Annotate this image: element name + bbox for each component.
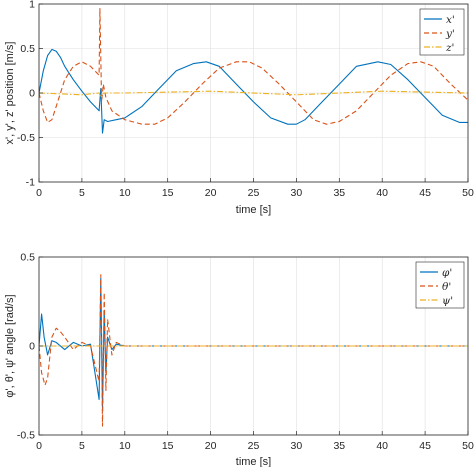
x-tick-label: 0	[36, 440, 42, 452]
x-tick-label: 50	[462, 440, 474, 452]
x-tick-label: 40	[376, 187, 388, 199]
x-tick-label: 25	[248, 440, 260, 452]
ticks: 0 5 10 15 20 25 30 35 40 45 50-0.500.5	[17, 252, 474, 453]
legend-label-2: y'	[445, 28, 455, 40]
legend-box	[415, 261, 465, 309]
x-tick-label: 20	[205, 187, 217, 199]
y-tick-label: 1	[29, 0, 35, 11]
series-line-1	[39, 48, 468, 134]
legend-box	[419, 8, 465, 56]
x-tick-label: 45	[419, 440, 431, 452]
x-tick-label: 50	[462, 187, 474, 199]
x-tick-label: 15	[162, 187, 174, 199]
y-tick-label: 0.5	[20, 252, 35, 264]
x-tick-label: 20	[205, 440, 217, 452]
x-tick-label: 5	[79, 440, 85, 452]
series-line-3	[39, 90, 468, 99]
y-tick-label: -0.5	[17, 430, 35, 442]
legend-label-1: x'	[446, 14, 455, 26]
x-tick-label: 30	[291, 187, 303, 199]
series-lines	[39, 274, 468, 427]
x-tick-label: 25	[248, 187, 260, 199]
y-axis-label: x', y', z' position [m/s]	[4, 42, 16, 145]
x-tick-label: 0	[36, 187, 42, 199]
x-tick-label: 10	[119, 440, 131, 452]
series-lines	[39, 7, 468, 134]
x-tick-label: 40	[376, 440, 388, 452]
ticks: 0 5 10 15 20 25 30 35 40 45 50 -1 -0.5 0 0.5 1	[17, 0, 474, 199]
legend-label-2: θ'	[442, 281, 451, 293]
y-tick-label: -1	[26, 177, 35, 189]
y-tick-label: 0	[29, 341, 35, 353]
x-axis-label: time [s]	[236, 204, 271, 216]
x-tick-label: 10	[119, 187, 131, 199]
x-tick-label: 15	[162, 440, 174, 452]
legend: φ' θ' ψ'	[415, 261, 465, 309]
legend-label-3: ψ'	[442, 295, 453, 307]
series-line-2	[39, 7, 468, 125]
x-axis-label: time [s]	[236, 456, 271, 467]
position-plot: 0 5 10 15 20 25 30 35 40 45 50 -1 -0.5 0 0.5 1 time [s]…	[4, 0, 474, 216]
y-tick-label: 0.5	[20, 43, 35, 55]
legend-label-1: φ'	[442, 267, 452, 279]
y-tick-label: -0.5	[17, 132, 35, 144]
y-tick-label: 0	[29, 88, 35, 100]
y-axis-label: φ', θ', ψ' angle [rad/s]	[4, 294, 16, 397]
legend: x' y' z'	[419, 8, 465, 56]
x-tick-label: 30	[291, 440, 303, 452]
x-tick-label: 45	[419, 187, 431, 199]
x-tick-label: 35	[333, 187, 345, 199]
legend-label-3: z'	[445, 42, 454, 54]
x-tick-label: 5	[79, 187, 85, 199]
angle-plot: 0 5 10 15 20 25 30 35 40 45 50-0.500.5 time [s] φ'…	[4, 252, 474, 467]
x-tick-label: 35	[333, 440, 345, 452]
